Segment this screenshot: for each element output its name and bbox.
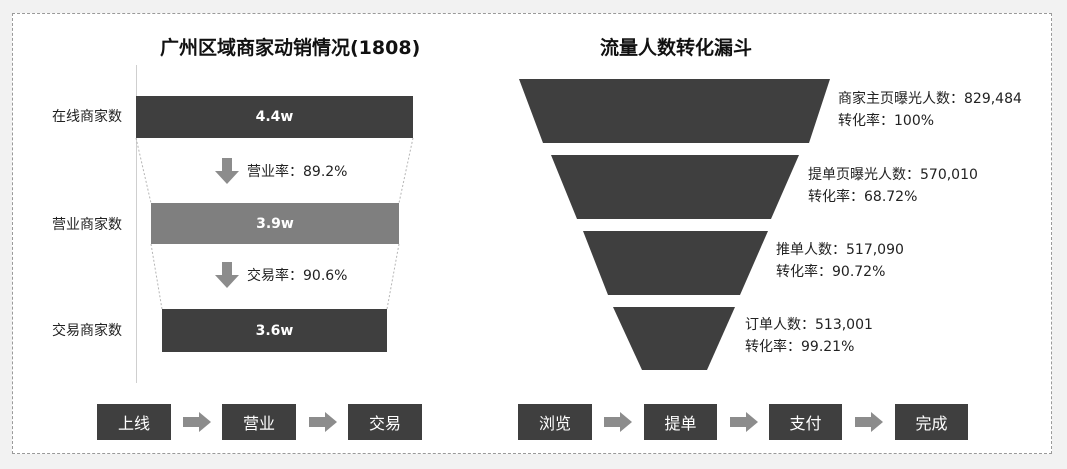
flow-step-submit: 提单	[644, 404, 717, 440]
right-arrow-icon	[309, 412, 337, 432]
rate-open-label: 营业率：89.2%	[247, 164, 348, 180]
rate-trade-label: 交易率：90.6%	[247, 268, 348, 284]
right-arrow-icon	[730, 412, 758, 432]
flow-step-trade: 交易	[348, 404, 422, 440]
right-arrow-icon	[183, 412, 211, 432]
stage-4: 订单人数：513,001 转化率：99.21%	[745, 314, 873, 358]
stage-1-rate: 转化率：100%	[838, 113, 935, 129]
funnel-segment-1	[519, 79, 830, 143]
funnel-segment-3	[583, 231, 768, 295]
stage-2-name: 提单页曝光人数：570,010	[808, 167, 978, 183]
down-arrow-icon	[215, 158, 239, 184]
rate-trade: 交易率：90.6%	[215, 262, 347, 288]
stage-3-name: 推单人数：517,090	[776, 242, 904, 258]
bar-online: 4.4w	[136, 96, 413, 138]
funnel-segment-2	[551, 155, 799, 219]
flow-step-online: 上线	[97, 404, 171, 440]
flow-step-pay: 支付	[769, 404, 842, 440]
flow-step-browse: 浏览	[518, 404, 592, 440]
flow-step-open: 营业	[222, 404, 296, 440]
stage-3-rate: 转化率：90.72%	[776, 264, 886, 280]
bar-trade: 3.6w	[162, 309, 387, 352]
stage-2-rate: 转化率：68.72%	[808, 189, 918, 205]
rate-open: 营业率：89.2%	[215, 158, 347, 184]
left-axis-line	[136, 65, 137, 383]
stage-1-name: 商家主页曝光人数：829,484	[838, 91, 1022, 107]
right-arrow-icon	[855, 412, 883, 432]
bar-open: 3.9w	[151, 203, 399, 244]
right-chart-title: 流量人数转化漏斗	[600, 37, 753, 59]
flow-step-done: 完成	[895, 404, 968, 440]
stage-3: 推单人数：517,090 转化率：90.72%	[776, 239, 904, 283]
row-label-open: 营业商家数	[52, 217, 122, 233]
left-chart-title: 广州区域商家动销情况(1808)	[160, 37, 421, 59]
stage-4-name: 订单人数：513,001	[745, 317, 873, 333]
down-arrow-icon	[215, 262, 239, 288]
funnel-segment-4	[613, 307, 735, 370]
row-label-trade: 交易商家数	[52, 323, 122, 339]
right-arrow-icon	[604, 412, 632, 432]
stage-2: 提单页曝光人数：570,010 转化率：68.72%	[808, 164, 978, 208]
row-label-online: 在线商家数	[52, 109, 122, 125]
stage-4-rate: 转化率：99.21%	[745, 339, 855, 355]
stage-1: 商家主页曝光人数：829,484 转化率：100%	[838, 88, 1022, 132]
